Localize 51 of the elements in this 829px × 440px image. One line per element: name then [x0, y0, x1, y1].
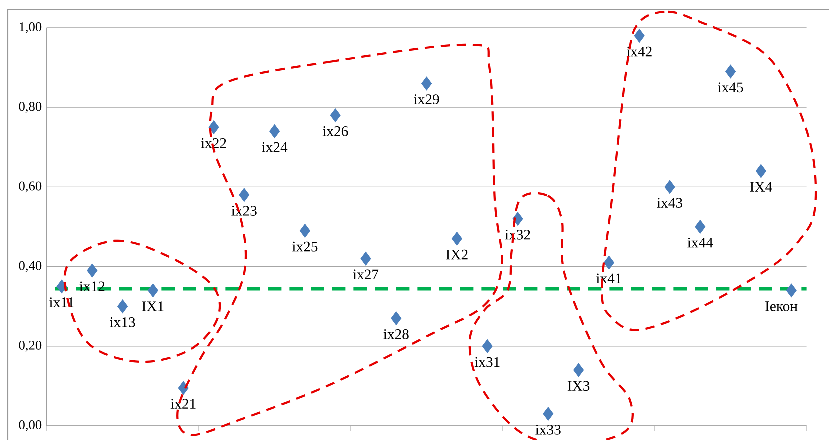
data-label: ix45: [718, 82, 744, 93]
data-label: IX4: [750, 182, 772, 192]
data-label: ix42: [626, 46, 652, 57]
point: [574, 363, 584, 378]
data-label: IX2: [446, 250, 468, 260]
data-label: ix13: [110, 318, 136, 328]
point: [695, 220, 706, 234]
data-label: ix33: [536, 425, 561, 435]
data-label: ix28: [384, 329, 409, 340]
point: [330, 108, 341, 122]
data-label: ix31: [474, 357, 500, 368]
point: [422, 76, 432, 91]
data-label: ix27: [353, 270, 379, 280]
data-label: Iекон: [766, 302, 798, 312]
point: [482, 339, 493, 354]
y-tick-label: 0,20: [19, 340, 42, 352]
data-label: ix26: [322, 126, 348, 136]
point: [634, 29, 645, 43]
data-label: ix21: [170, 399, 196, 409]
y-tick-label: 0,00: [19, 420, 42, 432]
y-tick-label: 1,00: [20, 22, 42, 34]
data-label: ix29: [414, 94, 440, 105]
point: [664, 180, 676, 194]
point: [726, 64, 736, 79]
point: [756, 164, 766, 178]
point: [452, 232, 462, 246]
data-label: ix24: [262, 142, 288, 152]
data-label: ix23: [232, 206, 257, 216]
data-label: ix25: [292, 242, 318, 252]
data-label: ix44: [688, 238, 714, 248]
point: [208, 120, 220, 134]
point: [118, 300, 128, 314]
point: [604, 256, 614, 270]
point: [786, 284, 797, 298]
y-tick-label: 0,60: [19, 182, 42, 193]
point: [239, 188, 250, 202]
point: [178, 381, 189, 396]
data-label: ix22: [201, 138, 226, 148]
point: [148, 284, 158, 298]
data-label: IX3: [568, 381, 590, 392]
point: [270, 124, 280, 138]
data-label: ix43: [657, 198, 682, 208]
point: [391, 312, 402, 326]
point: [543, 407, 554, 421]
point: [300, 224, 310, 238]
y-tick-label: 0,40: [19, 261, 42, 272]
y-tick-label: 0,80: [19, 102, 42, 114]
point: [360, 252, 372, 266]
point: [87, 264, 98, 278]
data-label: ix41: [596, 274, 622, 284]
data-label: IX1: [142, 302, 164, 312]
